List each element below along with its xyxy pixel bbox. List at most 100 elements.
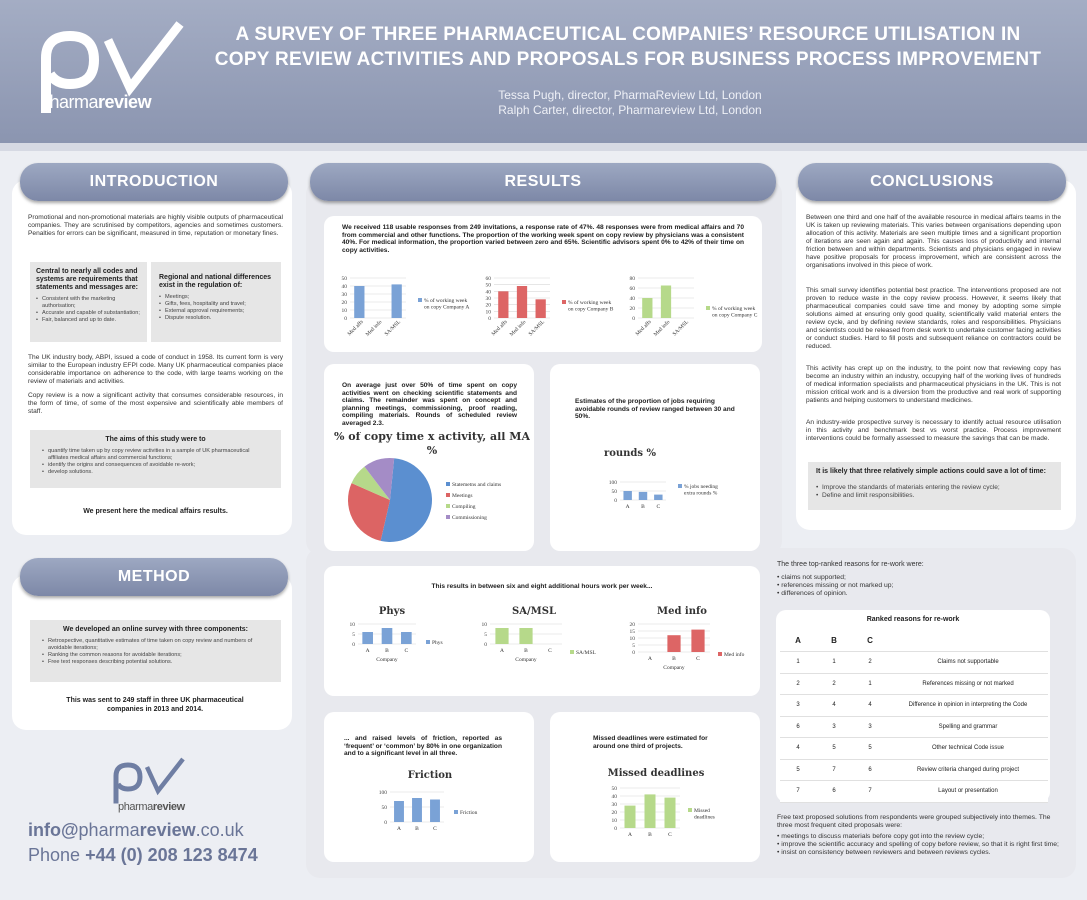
bar-med-affs: [498, 291, 509, 318]
y-tick-label: 60: [486, 276, 492, 282]
bar-b: [638, 491, 648, 500]
y-tick-label: 0: [614, 498, 617, 504]
bar-c: [654, 494, 663, 500]
conclusion-paragraph-3: This activity has crept up on the indust…: [806, 365, 1061, 404]
y-tick-label: 20: [342, 300, 348, 306]
list-item: Fair, balanced and up to date.: [36, 317, 141, 324]
bar-med-info: [516, 286, 528, 318]
y-tick-label: 50: [612, 786, 618, 792]
y-tick-label: 60: [630, 286, 636, 292]
contact-email[interactable]: info@pharmareview.co.uk: [28, 820, 244, 840]
x-tick-label: C: [548, 648, 552, 654]
poster-title: A SURVEY OF THREE PHARMACEUTICAL COMPANI…: [214, 24, 1042, 70]
x-tick-label: SA/MSL: [672, 319, 691, 338]
legend-swatch: [426, 640, 430, 644]
x-tick-label: SA/MSL: [528, 319, 547, 338]
list-item: • differences of opinion.: [777, 590, 848, 597]
x-tick-label: Med affs: [346, 318, 365, 337]
x-tick-label: B: [415, 826, 419, 832]
pharmareview-logo-icon: [41, 21, 184, 113]
y-tick-label: 30: [486, 296, 492, 302]
bar-c: [430, 799, 440, 822]
y-tick-label: 0: [352, 642, 355, 648]
pharmareview-logo-small-icon: [113, 757, 185, 804]
table-row: 5 7 6 Review criteria changed during projec…: [780, 759, 1048, 781]
pie-slice-compiling: [351, 466, 390, 500]
x-tick-label: C: [668, 832, 672, 838]
intro-paragraph-3: Copy review is a now a significant activ…: [28, 392, 283, 415]
actions-box: It is likely that three relatively simpl…: [808, 462, 1061, 510]
friction-text: ... and raised levels of friction, repor…: [344, 735, 502, 757]
list-item: Meetings;: [159, 294, 275, 301]
y-tick-label: 10: [342, 308, 348, 314]
chart-title: Phys: [379, 606, 406, 617]
x-tick-label: SA/MSL: [384, 319, 403, 338]
legend-swatch: [454, 810, 458, 814]
codes-box: Central to nearly all codes and systems …: [30, 262, 147, 342]
y-tick-label: 15: [630, 629, 636, 635]
y-tick-label: 20: [630, 622, 636, 628]
x-tick-label: A: [397, 826, 401, 832]
list-item: Consistent with the marketing authorisat…: [36, 296, 141, 310]
x-tick-label: A: [648, 656, 652, 662]
x-tick-label: Med info: [652, 318, 671, 337]
y-tick-label: 5: [632, 643, 635, 649]
y-tick-label: 10: [630, 636, 636, 642]
y-tick-label: 40: [612, 794, 618, 800]
legend-swatch: [570, 650, 574, 654]
company-a-chart: 0 10 20 30 40 50 Med affs Med info SA/MSL % of wo…: [342, 276, 470, 338]
x-tick-label: A: [500, 648, 504, 654]
list-item: • meetings to discuss materials before c…: [777, 833, 985, 840]
legend-label: Med info: [724, 651, 745, 658]
y-tick-label: 5: [352, 632, 355, 638]
legend-swatch: [718, 652, 722, 656]
deadlines-text: Missed deadlines were estimated for arou…: [593, 735, 708, 750]
x-axis-label: Company: [376, 657, 398, 663]
bar-med-info: [660, 285, 672, 318]
y-tick-label: 80: [630, 276, 636, 282]
legend-label: SA/MSL: [576, 650, 597, 656]
bar-b: [644, 794, 656, 828]
x-tick-label: C: [656, 504, 660, 510]
bar-a: [624, 805, 636, 828]
y-tick-label: 20: [630, 306, 636, 312]
x-tick-label: C: [404, 648, 408, 654]
phys-hours-chart: Phys 0 5 10 A B C Company Phys: [350, 606, 443, 663]
y-tick-label: 0: [384, 820, 387, 826]
y-tick-label: 20: [486, 303, 492, 309]
contact-logo-wordmark: pharmareview: [118, 801, 185, 813]
x-tick-label: Med info: [508, 318, 527, 337]
list-item: • references missing or not marked up;: [777, 582, 894, 589]
table-row: 6 3 3 Spelling and grammar: [780, 716, 1048, 738]
y-tick-label: 40: [342, 284, 348, 290]
method-box: We developed an online survey with three…: [30, 620, 281, 682]
y-tick-label: 0: [484, 642, 487, 648]
chart-title: % of copy time x activity, all MA: [334, 432, 530, 443]
legend-swatch: [446, 504, 450, 508]
chart-title: Missed deadlines: [608, 768, 705, 779]
legend-label: extra rounds %: [684, 491, 718, 497]
free-text-intro: Free text proposed solutions from respon…: [777, 814, 1051, 829]
reasons-intro: The three top-ranked reasons for re-work…: [777, 561, 924, 568]
y-tick-label: 100: [379, 790, 388, 796]
response-text: We received 118 usable responses from 24…: [342, 224, 744, 254]
table-row: 2 2 1 References missing or not marked: [780, 673, 1048, 695]
legend-label: on copy Company A: [424, 305, 469, 311]
legend-label: on copy Company C: [712, 313, 758, 319]
contact-phone[interactable]: Phone +44 (0) 208 123 8474: [28, 845, 258, 865]
list-item: Ranking the common reasons for avoidable…: [42, 652, 269, 659]
table-row: 7 6 7 Layout or presentation: [780, 780, 1048, 803]
y-tick-label: 30: [342, 292, 348, 298]
legend-label: Statemetns and claims: [452, 482, 501, 488]
chart-title: Med info: [657, 606, 707, 617]
legend-swatch: [688, 808, 692, 812]
bar-med-affs: [642, 298, 653, 318]
list-item: Define and limit responsibilities.: [816, 492, 1053, 500]
table-row: 1 1 2 Claims not supportable: [780, 651, 1048, 674]
bar-sa-msl: [535, 299, 546, 318]
x-axis-label: Company: [663, 665, 685, 671]
